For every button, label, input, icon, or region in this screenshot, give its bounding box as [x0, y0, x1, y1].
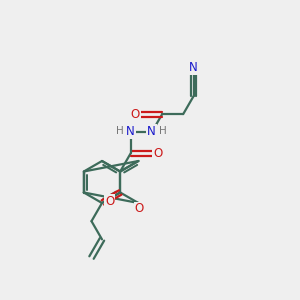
- Text: O: O: [130, 108, 140, 121]
- Text: N: N: [189, 61, 198, 74]
- Text: H: H: [159, 126, 167, 136]
- Text: O: O: [135, 202, 144, 215]
- Text: N: N: [126, 125, 135, 138]
- Text: O: O: [153, 147, 162, 160]
- Text: H: H: [116, 126, 124, 136]
- Text: N: N: [147, 125, 156, 138]
- Text: O: O: [105, 195, 115, 208]
